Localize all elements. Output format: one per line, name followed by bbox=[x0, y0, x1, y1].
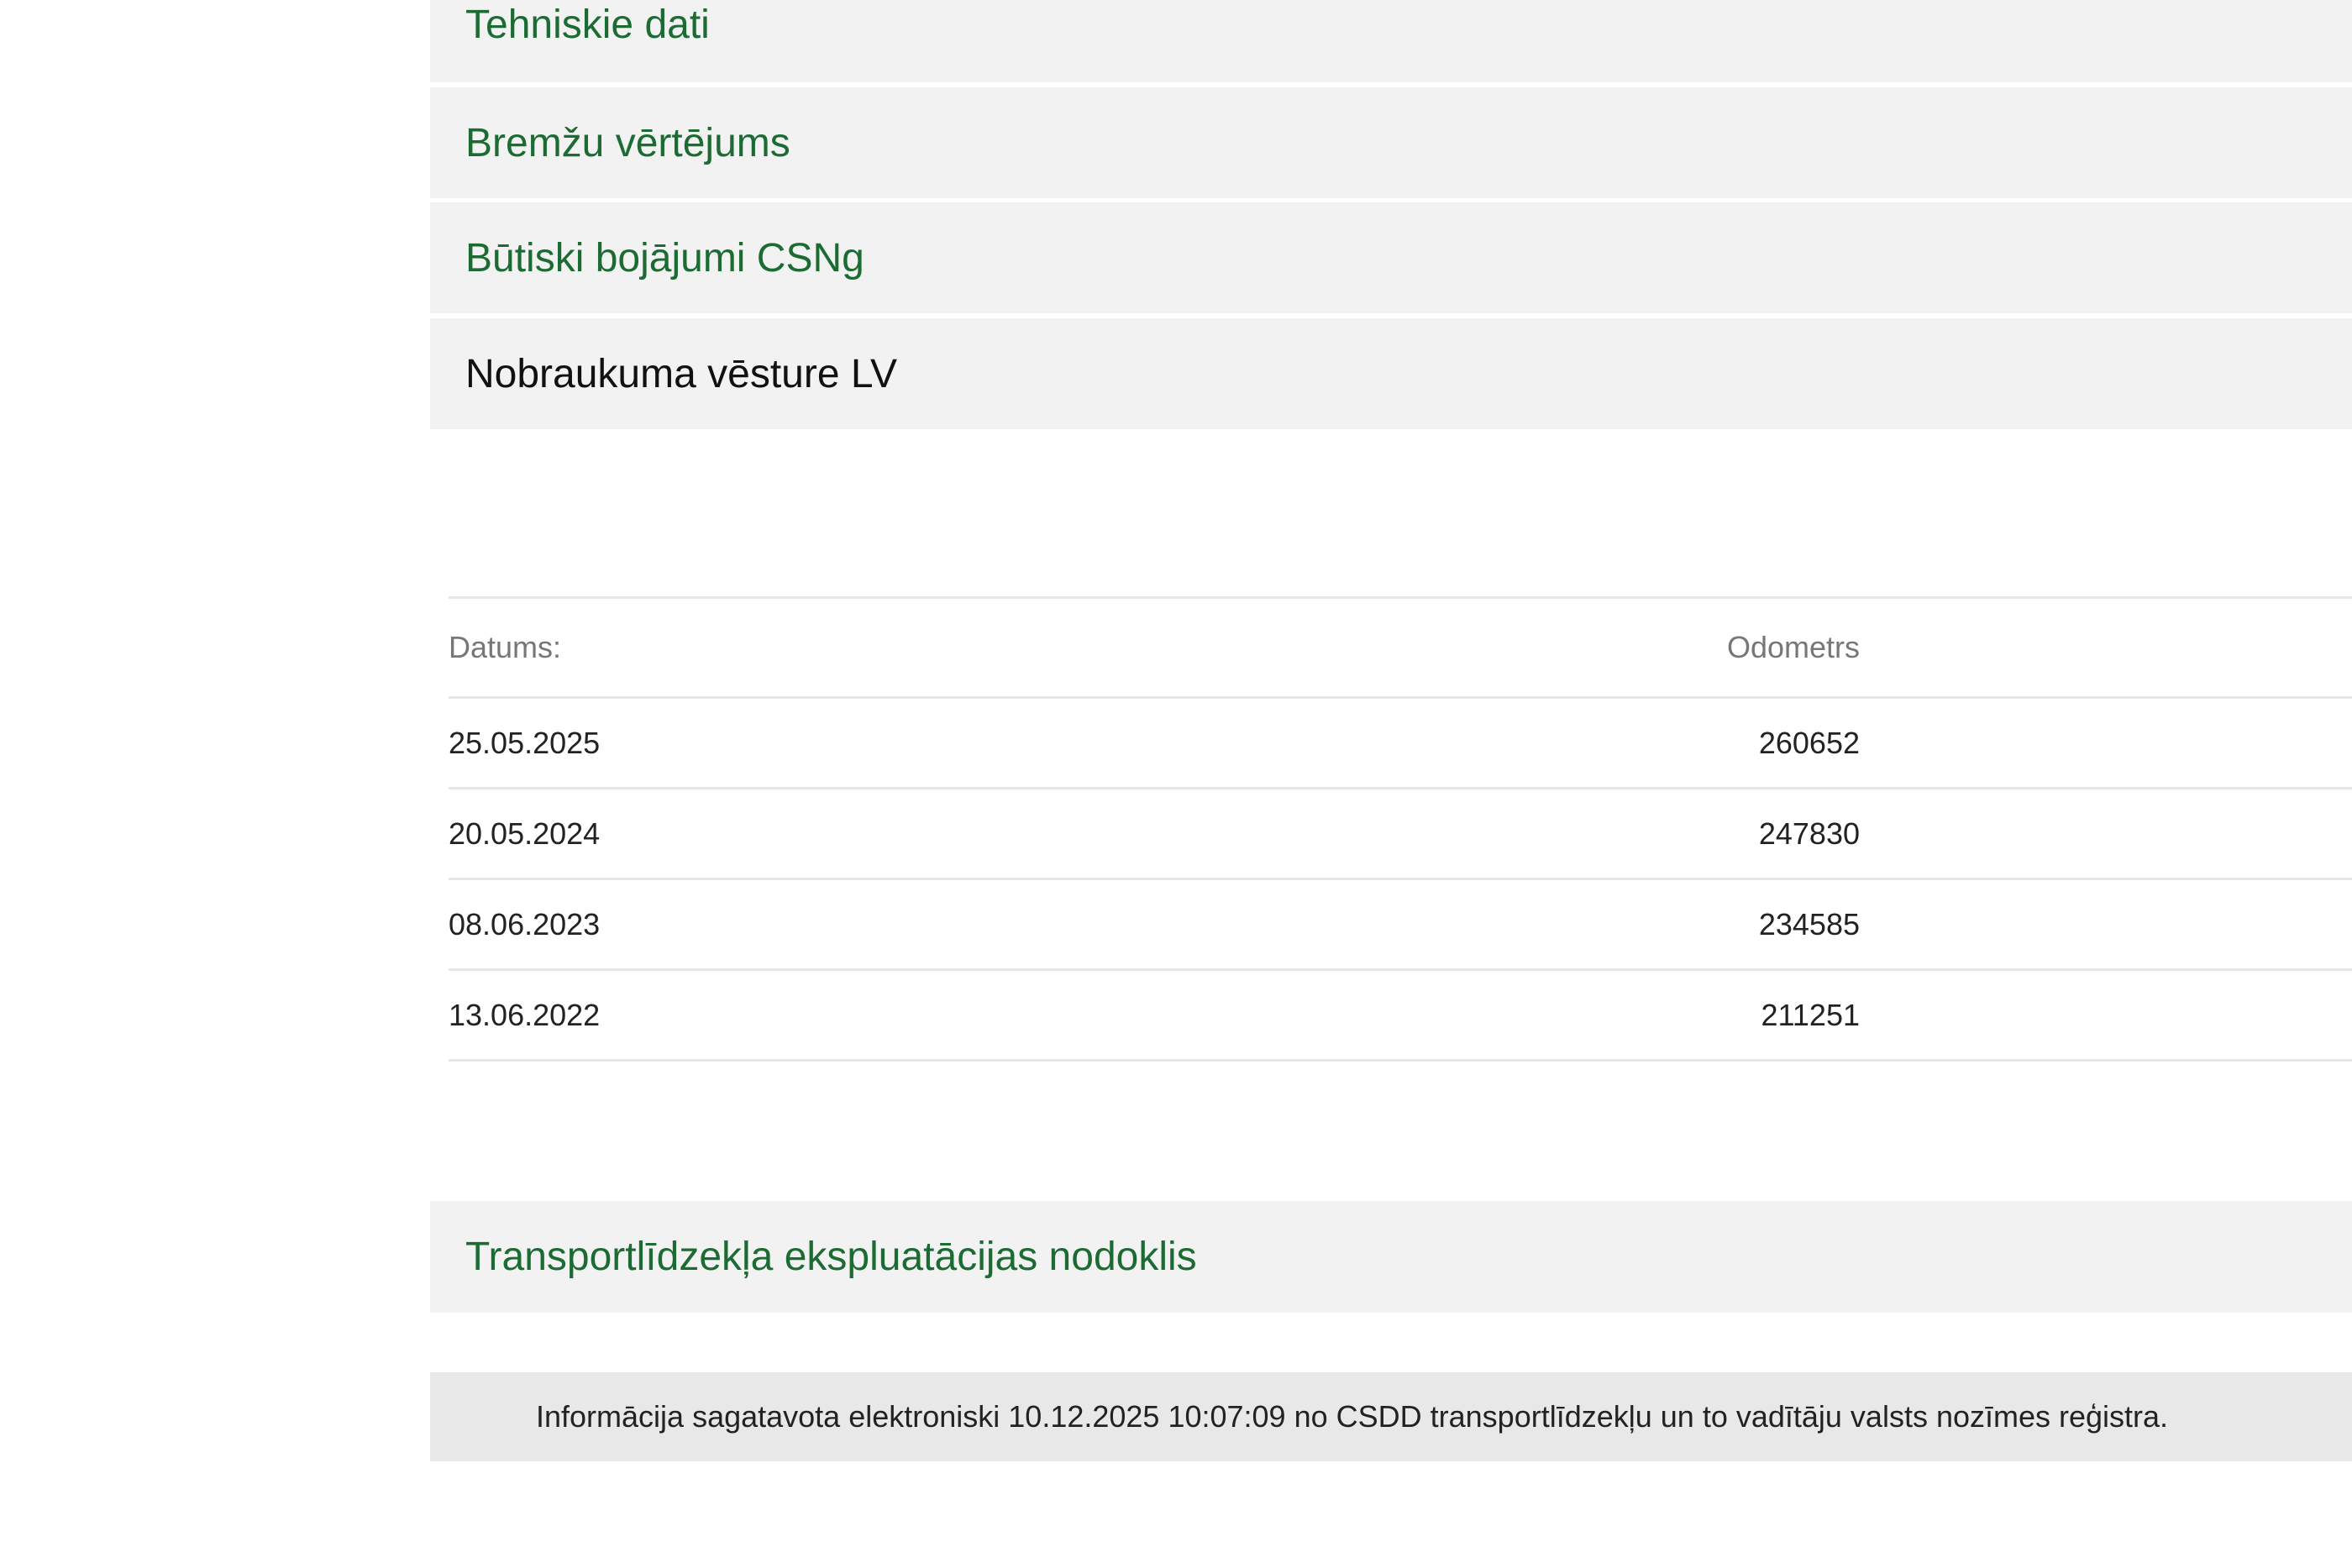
header-odometer: Odometrs bbox=[1726, 630, 1860, 664]
table-row: 20.05.2024 247830 bbox=[449, 789, 2352, 880]
section-title: Bremžu vērtējums bbox=[465, 120, 790, 165]
section-title: Nobraukuma vēsture LV bbox=[465, 351, 898, 396]
table-row: 08.06.2023 234585 bbox=[449, 880, 2352, 971]
section-title: Tehniskie dati bbox=[465, 2, 710, 47]
table-row: 25.05.2025 260652 bbox=[449, 699, 2352, 789]
mileage-table: Datums: Odometrs 25.05.2025 260652 20.05… bbox=[449, 596, 2352, 1062]
section-nobraukuma-vesture[interactable]: Nobraukuma vēsture LV bbox=[430, 318, 2352, 429]
section-title: Transportlīdzekļa ekspluatācijas nodokli… bbox=[465, 1235, 1197, 1279]
section-bremzu-vertejums[interactable]: Bremžu vērtējums bbox=[430, 87, 2352, 198]
cell-odometer: 234585 bbox=[1758, 906, 1860, 941]
cell-date: 25.05.2025 bbox=[449, 725, 601, 760]
cell-date: 13.06.2022 bbox=[449, 997, 601, 1032]
header-date: Datums: bbox=[449, 630, 562, 664]
cell-date: 08.06.2023 bbox=[449, 906, 601, 941]
cell-odometer: 247830 bbox=[1758, 815, 1860, 851]
section-ekspluatacijas-nodoklis[interactable]: Transportlīdzekļa ekspluatācijas nodokli… bbox=[430, 1201, 2352, 1313]
cell-odometer: 211251 bbox=[1761, 997, 1860, 1032]
cell-date: 20.05.2024 bbox=[449, 815, 601, 851]
footer-info: Informācija sagatavota elektroniski 10.1… bbox=[430, 1372, 2352, 1461]
cell-odometer: 260652 bbox=[1758, 725, 1860, 760]
section-title: Būtiski bojājumi CSNg bbox=[465, 235, 864, 281]
section-tehniskie-dati[interactable]: Tehniskie dati bbox=[430, 0, 2352, 82]
table-row: 13.06.2022 211251 bbox=[449, 971, 2352, 1062]
section-butiski-bojajumi[interactable]: Būtiski bojājumi CSNg bbox=[430, 202, 2352, 313]
footer-text: Informācija sagatavota elektroniski 10.1… bbox=[536, 1399, 2169, 1434]
table-header: Datums: Odometrs bbox=[449, 599, 2352, 699]
